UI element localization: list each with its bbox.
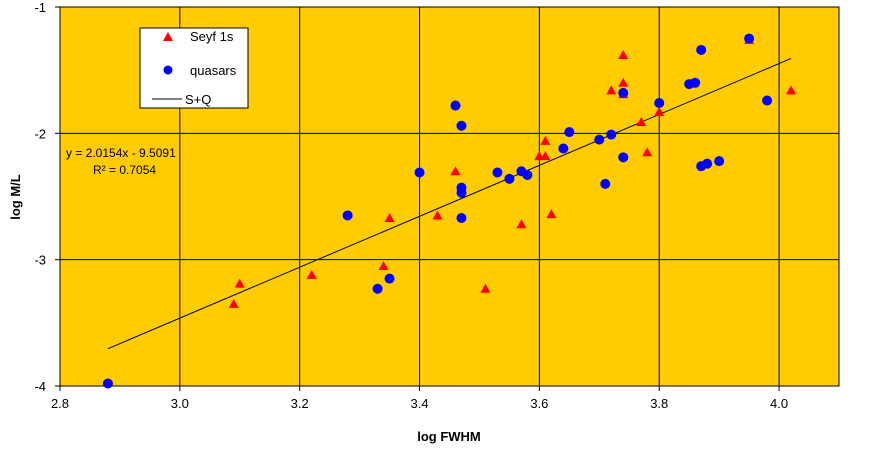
quasar-point <box>702 158 713 169</box>
seyf-point <box>540 151 551 161</box>
seyf-point <box>516 219 527 229</box>
seyf-point <box>450 166 461 176</box>
legend-triangle-marker <box>163 32 173 41</box>
quasar-point <box>744 33 755 44</box>
quasar-point <box>606 129 617 140</box>
data-marks <box>102 33 797 389</box>
x-tick-label: 3.0 <box>171 396 189 411</box>
quasar-point <box>342 210 353 221</box>
seyf-point <box>234 278 245 288</box>
quasar-point <box>696 44 707 55</box>
x-tick-label: 3.8 <box>650 396 668 411</box>
seyf-point <box>378 260 389 270</box>
y-tick-label: -3 <box>34 253 46 268</box>
quasar-point <box>558 143 569 154</box>
legend-label-seyf: Seyf 1s <box>190 29 234 44</box>
trend-line <box>107 57 792 350</box>
quasar-point <box>372 283 383 294</box>
quasar-point <box>618 87 629 98</box>
seyf-point <box>654 106 665 116</box>
seyf-point <box>432 210 443 220</box>
quasar-point <box>456 120 467 131</box>
y-tick-label: -1 <box>34 0 46 15</box>
legend: Seyf 1s quasars S+Q <box>139 27 249 109</box>
seyf-point <box>636 116 647 126</box>
seyf-point <box>618 77 629 87</box>
legend-label-fit: S+Q <box>185 92 211 107</box>
quasar-point <box>762 95 773 106</box>
fit-r-squared: R² = 0.7054 <box>93 163 156 177</box>
quasar-point <box>600 178 611 189</box>
fit-equation: y = 2.0154x - 9.5091 <box>66 146 176 160</box>
quasar-point <box>618 152 629 163</box>
seyf-point <box>618 50 629 60</box>
x-tick-label: 3.6 <box>530 396 548 411</box>
seyf-point <box>384 212 395 222</box>
seyf-point <box>306 269 317 279</box>
seyf-point <box>606 85 617 95</box>
y-tick-label: -2 <box>34 126 46 141</box>
seyf-point <box>786 85 797 95</box>
legend-box <box>139 27 249 109</box>
plot-border <box>59 6 840 387</box>
quasar-point <box>594 134 605 145</box>
x-tick-label: 2.8 <box>51 396 69 411</box>
y-axis-title: log M/L <box>8 174 23 220</box>
legend-label-quasars: quasars <box>190 63 237 78</box>
quasar-point <box>714 156 725 167</box>
seyf-point <box>480 283 491 293</box>
x-axis-ticks: 2.8 3.0 3.2 3.4 3.6 3.8 4.0 <box>51 386 788 411</box>
quasar-point <box>522 170 533 181</box>
y-tick-label: -4 <box>34 379 46 394</box>
y-axis-ticks: -4 -3 -2 -1 <box>34 0 60 394</box>
quasar-point <box>690 77 701 88</box>
quasar-point <box>102 378 113 389</box>
x-tick-label: 3.2 <box>291 396 309 411</box>
quasar-point <box>654 98 665 109</box>
seyf-point <box>228 298 239 308</box>
seyf-point <box>642 147 653 157</box>
x-tick-label: 4.0 <box>770 396 788 411</box>
x-axis-title: log FWHM <box>417 429 481 444</box>
quasar-point <box>414 167 425 178</box>
quasar-point <box>492 167 503 178</box>
seyf-point <box>546 209 557 219</box>
x-tick-label: 3.4 <box>410 396 428 411</box>
quasar-point <box>504 173 515 184</box>
quasar-point <box>450 100 461 111</box>
quasar-point <box>564 127 575 138</box>
quasar-point <box>456 187 467 198</box>
legend-circle-marker <box>163 65 173 75</box>
seyf-point <box>540 135 551 145</box>
quasar-point <box>456 212 467 223</box>
quasar-point <box>384 273 395 284</box>
